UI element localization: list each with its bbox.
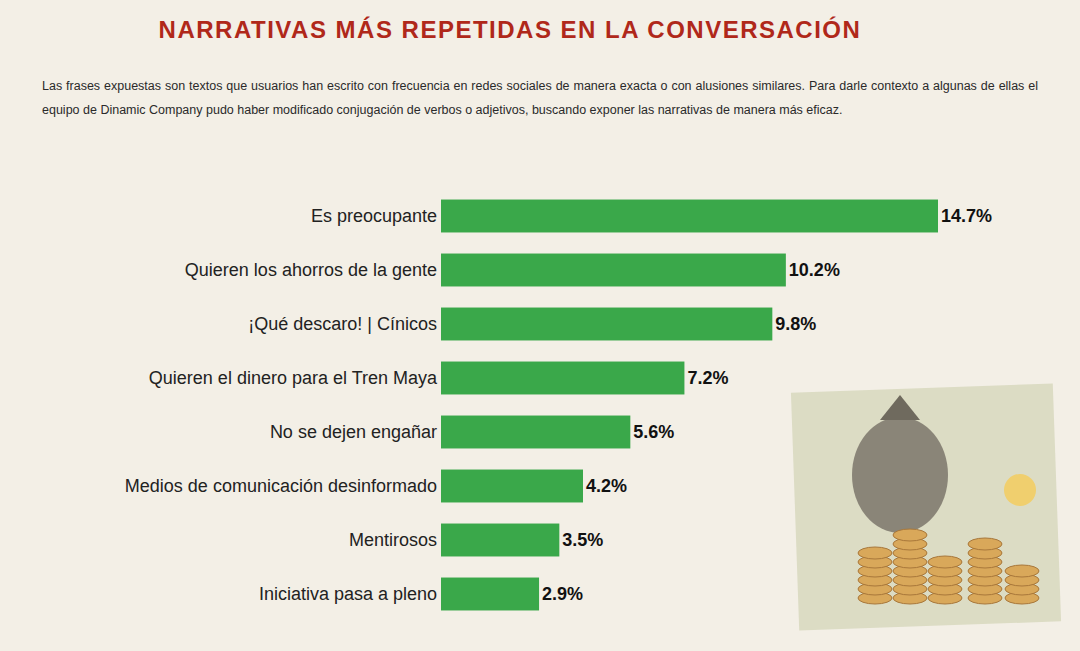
data-label: 9.8%	[775, 314, 816, 334]
tick-label: Medios de comunicación desinformado	[125, 476, 437, 496]
data-label: 5.6%	[633, 422, 674, 442]
coin	[858, 547, 892, 559]
tick: No se dejen engañar	[270, 422, 441, 442]
bar	[441, 200, 938, 233]
coin	[893, 529, 927, 541]
tick: Iniciativa pasa a pleno	[259, 584, 441, 604]
bars	[441, 200, 938, 611]
data-label: 2.9%	[542, 584, 583, 604]
bar	[441, 254, 786, 287]
data-label: 14.7%	[941, 206, 992, 226]
tick-label: Mentirosos	[349, 530, 437, 550]
y-axis: Es preocupante Quieren los ahorros de la …	[125, 206, 441, 604]
tick-label: Quieren los ahorros de la gente	[185, 260, 437, 280]
coin	[928, 556, 962, 568]
title: NARRATIVAS MÁS REPETIDAS EN LA CONVERSAC…	[159, 16, 862, 43]
tick-label: ¡Qué descaro! | Cínicos	[248, 314, 437, 334]
data-label: 10.2%	[789, 260, 840, 280]
data-label: 7.2%	[687, 368, 728, 388]
bar	[441, 416, 630, 449]
bar	[441, 308, 772, 341]
coin	[968, 538, 1002, 550]
data-label: 4.2%	[586, 476, 627, 496]
bar	[441, 362, 684, 395]
tick-label: Iniciativa pasa a pleno	[259, 584, 437, 604]
decoration	[791, 384, 1061, 631]
tick: Quieren los ahorros de la gente	[185, 260, 441, 280]
tick: Medios de comunicación desinformado	[125, 476, 441, 496]
tick-label: Quieren el dinero para el Tren Maya	[149, 368, 438, 388]
subtitle: Las frases expuestas son textos que usua…	[42, 74, 1038, 122]
bag-top	[880, 395, 920, 420]
data-label: 3.5%	[562, 530, 603, 550]
bar	[441, 524, 559, 557]
tick: Mentirosos	[349, 530, 441, 550]
tick: Es preocupante	[311, 206, 441, 226]
bar	[441, 578, 539, 611]
tick: ¡Qué descaro! | Cínicos	[248, 314, 441, 334]
data-labels: 14.7% 10.2% 9.8% 7.2% 5.6% 4.2% 3.5% 2.9%	[542, 206, 992, 604]
coin	[1004, 474, 1036, 506]
tick-label: Es preocupante	[311, 206, 437, 226]
tick: Quieren el dinero para el Tren Maya	[149, 368, 441, 388]
bar	[441, 470, 583, 503]
paper	[791, 384, 1061, 631]
tick-label: No se dejen engañar	[270, 422, 437, 442]
bag	[852, 417, 948, 533]
coin	[1005, 565, 1039, 577]
